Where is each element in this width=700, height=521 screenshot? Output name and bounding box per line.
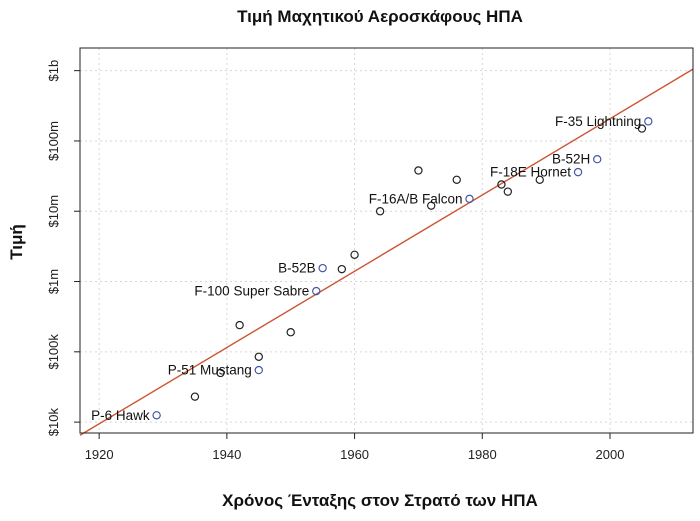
x-tick-label: 1940 bbox=[212, 447, 241, 462]
data-points bbox=[152, 117, 653, 420]
highlighted-data-point bbox=[573, 167, 583, 177]
highlighted-data-point bbox=[318, 263, 327, 273]
data-point bbox=[637, 124, 647, 133]
data-point bbox=[235, 320, 244, 330]
point-label: P-6 Hawk bbox=[91, 408, 150, 423]
x-tick-label: 1980 bbox=[468, 447, 497, 462]
point-label: F-100 Super Sabre bbox=[194, 284, 309, 299]
y-tick-label: $100m bbox=[46, 121, 61, 161]
point-label: P-51 Mustang bbox=[168, 363, 252, 378]
data-point bbox=[414, 166, 423, 175]
axis-ticks: 1920 1940 1960 1980 2000 $10k $100k $1m $10m $100… bbox=[46, 60, 624, 462]
trend-line-group bbox=[79, 68, 694, 436]
trend-line bbox=[79, 68, 694, 436]
highlighted-data-point bbox=[644, 117, 653, 126]
data-point bbox=[452, 175, 461, 185]
highlighted-data-point bbox=[312, 286, 321, 296]
highlighted-data-point bbox=[254, 365, 263, 375]
point-label: F-16A/B Falcon bbox=[369, 191, 463, 206]
data-point bbox=[350, 250, 359, 260]
data-point bbox=[190, 392, 200, 401]
grid-lines bbox=[80, 48, 693, 433]
y-tick-label: $1b bbox=[46, 60, 61, 82]
x-tick-label: 2000 bbox=[596, 447, 625, 462]
point-label: F-35 Lightning bbox=[555, 114, 641, 129]
highlighted-data-point bbox=[593, 154, 602, 164]
data-point bbox=[254, 352, 263, 361]
point-labels: P-6 Hawk P-51 Mustang F-100 Super Sabre B-5… bbox=[91, 114, 641, 423]
data-point bbox=[216, 368, 225, 378]
y-tick-label: $10m bbox=[46, 195, 61, 228]
x-axis-title: Χρόνος Ένταξης στον Στρατό των ΗΠΑ bbox=[222, 491, 538, 510]
point-label: B-52H bbox=[552, 152, 590, 167]
point-label: B-52B bbox=[278, 261, 316, 276]
y-axis-title: Τιμή bbox=[7, 224, 26, 260]
data-point bbox=[337, 264, 347, 274]
highlighted-data-point bbox=[465, 194, 474, 204]
y-tick-label: $100k bbox=[46, 334, 61, 370]
y-tick-label: $1m bbox=[46, 269, 61, 294]
y-tick-label: $10k bbox=[46, 408, 61, 437]
data-point bbox=[535, 175, 544, 185]
x-tick-label: 1920 bbox=[85, 447, 114, 462]
data-point bbox=[286, 328, 295, 337]
data-point bbox=[497, 180, 506, 189]
data-point bbox=[375, 207, 385, 216]
data-point bbox=[503, 187, 513, 196]
chart-title: Τιμή Μαχητικού Αεροσκάφους ΗΠΑ bbox=[237, 7, 523, 26]
plot-frame bbox=[79, 47, 694, 434]
point-label: F-18E Hornet bbox=[490, 165, 571, 180]
data-point bbox=[426, 201, 436, 210]
x-tick-label: 1960 bbox=[340, 447, 369, 462]
highlighted-data-point bbox=[152, 411, 161, 420]
